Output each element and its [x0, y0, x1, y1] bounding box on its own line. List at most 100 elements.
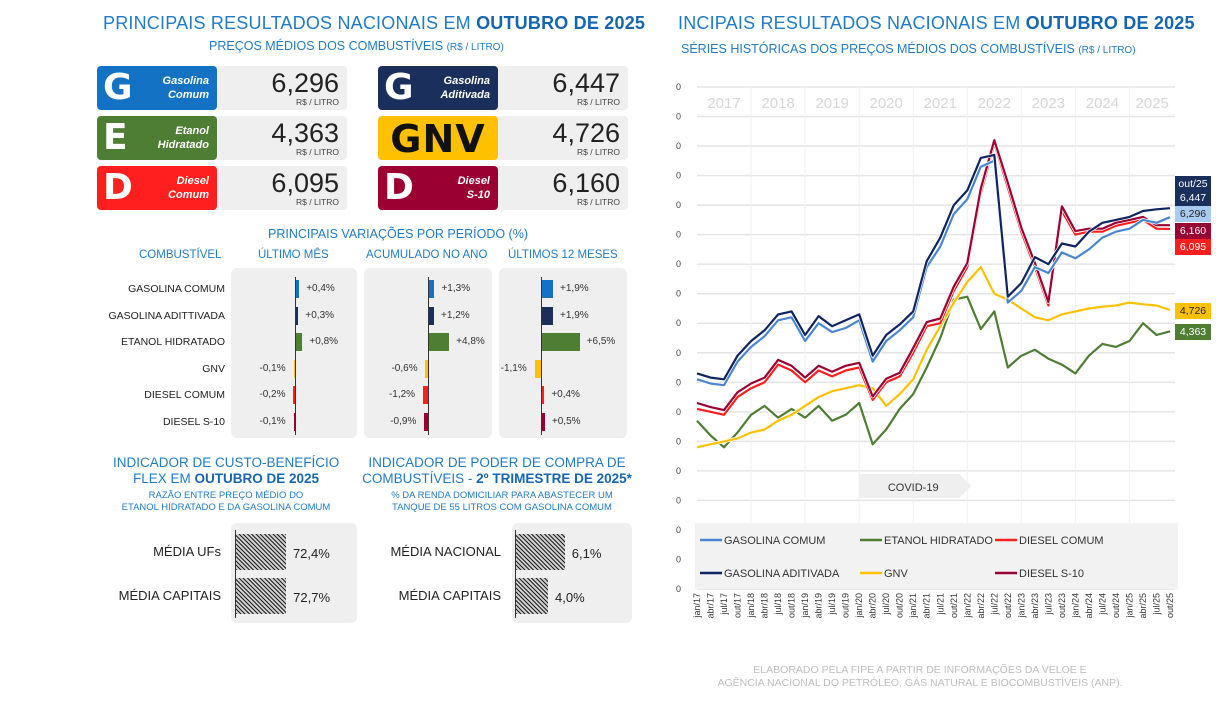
price-card: D Diesel S-10 6,160 R$ / LITRO — [378, 166, 628, 210]
variation-value: -0,6% — [391, 363, 418, 374]
y-tick-label: 0 — [676, 377, 681, 387]
fuel-price: 6,095 — [271, 168, 339, 198]
indicator-label: MÉDIA NACIONAL — [390, 544, 501, 559]
fuel-row-label: GASOLINA ADITTIVADA — [108, 310, 225, 322]
x-tick-label: jul/23 — [1043, 593, 1053, 616]
end-value-label: 6,160 — [1175, 223, 1211, 239]
variation-bar — [296, 307, 299, 325]
indicator-label: MÉDIA CAPITAIS — [118, 588, 221, 603]
price-card: G Gasolina Aditivada 6,447 R$ / LITRO — [378, 66, 628, 110]
y-tick-label: 0 — [676, 112, 681, 122]
legend-box — [695, 523, 1178, 589]
fuel-price: 6,447 — [552, 68, 620, 98]
y-tick-label: 0 — [676, 289, 681, 299]
y-tick-label: 0 — [676, 171, 681, 181]
flex-title-line1: INDICADOR DE CUSTO-BENEFÍCIO — [113, 455, 340, 470]
y-tick-label: 0 — [676, 200, 681, 210]
y-tick-label: 0 — [676, 82, 681, 92]
end-value-label: 4,726 — [1175, 303, 1211, 319]
x-tick-label: abr/17 — [706, 593, 716, 619]
fuel-letter: G — [103, 67, 133, 108]
x-tick-label: out/20 — [895, 593, 905, 618]
price-unit: R$ / LITRO — [577, 97, 620, 107]
x-tick-label: jan/19 — [800, 593, 810, 619]
left-subtitle-unit: (R$ / LITRO) — [446, 42, 504, 53]
fuel-badge: G Gasolina Aditivada — [378, 66, 498, 110]
year-label: 2022 — [978, 95, 1011, 112]
flex-title-bold: OUTUBRO DE 2025 — [194, 471, 320, 486]
power-title-bold: 2º TRIMESTRE DE 2025* — [476, 471, 632, 486]
indicator-bar — [516, 578, 548, 614]
price-card: GNV 4,726 R$ / LITRO — [378, 116, 628, 161]
legend-label: DIESEL S-10 — [1019, 568, 1084, 580]
indicator-value: 72,7% — [293, 590, 331, 605]
variation-value: +0,5% — [551, 416, 581, 427]
col-period-2-header: ACUMULADO NO ANO — [366, 249, 488, 261]
power-title-line1: INDICADOR DE PODER DE COMPRA DE — [368, 455, 626, 470]
covid-band — [859, 474, 972, 498]
variation-axis — [541, 277, 542, 435]
end-value-line: 4,726 — [1179, 305, 1207, 317]
indicator-bar — [516, 534, 565, 570]
price-unit: R$ / LITRO — [296, 97, 339, 107]
variation-bar — [429, 333, 450, 351]
variation-bar — [296, 333, 303, 351]
legend-label: ETANOL HIDRATADO — [884, 535, 993, 547]
y-tick-label: 0 — [676, 525, 681, 535]
fuel-badge: D Diesel Comum — [97, 166, 217, 210]
right-title: INCIPAIS RESULTADOS NACIONAIS EM OUTUBRO… — [678, 13, 1195, 34]
x-tick-label: jan/21 — [908, 593, 918, 619]
y-tick-label: 0 — [676, 230, 681, 240]
variation-bar — [542, 333, 580, 351]
fuel-row-label: ETANOL HIDRATADO — [120, 336, 225, 348]
variation-axis — [428, 277, 429, 435]
fuel-name-line2: S-10 — [466, 189, 490, 201]
year-label: 2018 — [761, 95, 794, 112]
indicator-axis — [235, 530, 236, 618]
end-value-line: 6,160 — [1179, 225, 1207, 237]
fuel-name-line2: Comum — [168, 189, 209, 201]
x-tick-label: jul/18 — [773, 593, 783, 616]
variation-value: +0,8% — [309, 336, 339, 347]
fuel-name-line2: Aditivada — [440, 89, 490, 101]
end-value-line: 6,095 — [1179, 241, 1207, 253]
x-tick-label: out/23 — [1057, 593, 1067, 618]
x-tick-label: out/21 — [949, 593, 959, 618]
fuel-price: 4,363 — [271, 118, 339, 148]
variation-value: +1,9% — [560, 310, 589, 321]
variation-panel — [499, 268, 627, 438]
variation-bar — [542, 413, 545, 431]
y-tick-label: 0 — [676, 436, 681, 446]
x-tick-label: abr/20 — [868, 593, 878, 619]
variation-bar — [542, 386, 545, 404]
fuel-price: 6,296 — [271, 68, 339, 98]
year-label: 2025 — [1136, 95, 1169, 112]
variation-bar — [296, 280, 300, 298]
x-tick-label: jan/18 — [746, 593, 756, 619]
price-unit: R$ / LITRO — [577, 147, 620, 157]
legend-label: DIESEL COMUM — [1019, 535, 1104, 547]
y-tick-label: 0 — [676, 495, 681, 505]
variation-bar — [424, 413, 428, 431]
fuel-name-line1: Gasolina — [162, 75, 209, 87]
price-unit: R$ / LITRO — [296, 197, 339, 207]
indicator-label: MÉDIA CAPITAIS — [398, 588, 501, 603]
fuel-letter: D — [103, 167, 133, 208]
left-subtitle-text: PREÇOS MÉDIOS DOS COMBUSTÍVEIS — [209, 39, 444, 53]
indicator-value: 4,0% — [555, 590, 585, 605]
variation-value: -1,1% — [500, 363, 527, 374]
legend-label: GNV — [884, 568, 909, 580]
variation-bar — [429, 307, 435, 325]
series-halo — [696, 138, 1170, 412]
variation-bar — [425, 360, 428, 378]
end-value-label: 4,363 — [1175, 324, 1211, 340]
fuel-row-label: DIESEL COMUM — [144, 389, 225, 401]
fuel-row-label: GASOLINA COMUM — [128, 283, 225, 295]
fuel-name: Gasolina Aditivada — [440, 74, 490, 102]
power-sub-line1: % DA RENDA DOMICILIAR PARA ABASTECER UM — [391, 490, 613, 501]
fuel-badge: E Etanol Hidratado — [97, 116, 217, 160]
year-label: 2024 — [1086, 95, 1119, 112]
x-tick-label: abr/25 — [1138, 593, 1148, 619]
fuel-name-line1: Gasolina — [443, 75, 490, 87]
x-tick-label: jan/25 — [1124, 593, 1134, 619]
